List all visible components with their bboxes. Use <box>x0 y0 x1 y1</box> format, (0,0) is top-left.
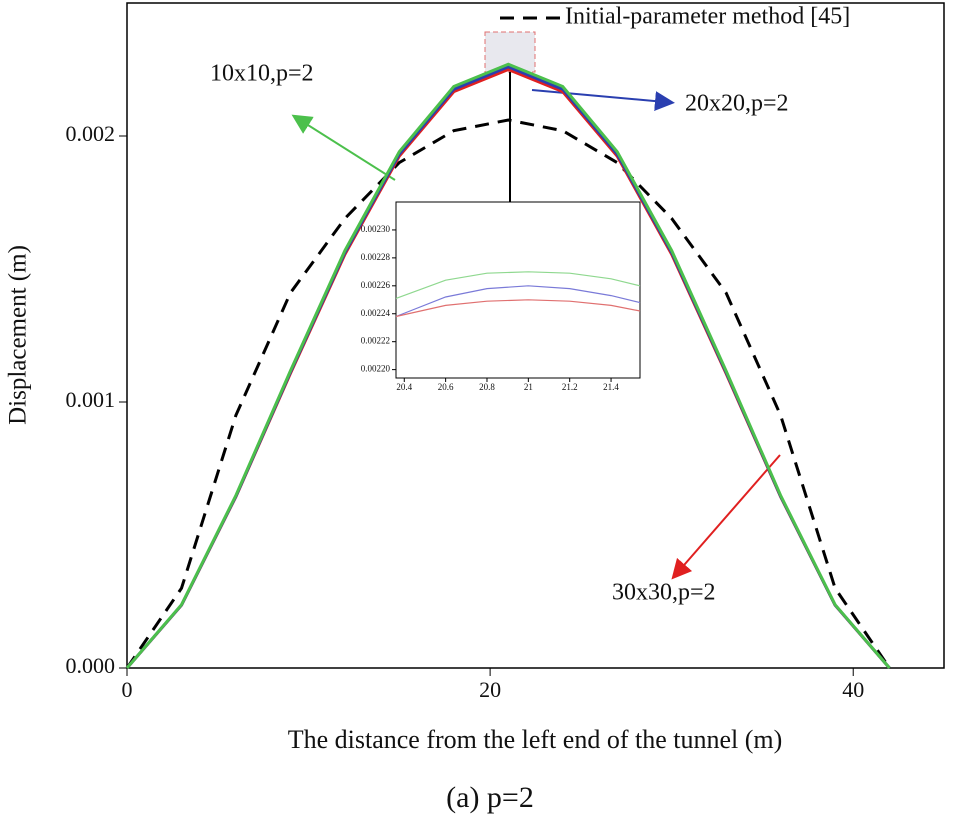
x-tick-label: 20.4 <box>396 382 412 392</box>
series-annotation: 30x30,p=2 <box>612 580 716 606</box>
y-tick-label: 0.00224 <box>361 308 391 318</box>
series-line <box>395 299 641 318</box>
x-tick-label: 40 <box>842 677 864 702</box>
x-axis-title: The distance from the left end of the tu… <box>288 725 783 754</box>
inset-frame <box>395 201 641 379</box>
x-tick-label: 21 <box>524 382 533 392</box>
y-tick-label: 0.00228 <box>361 252 391 262</box>
y-tick-label: 0.002 <box>66 121 116 146</box>
series-line <box>395 271 641 299</box>
x-tick-label: 20.6 <box>438 382 454 392</box>
x-tick-label: 21.4 <box>603 382 619 392</box>
y-tick-label: 0.00220 <box>361 364 391 374</box>
series-line <box>125 118 891 669</box>
y-tick-label: 0.000 <box>66 653 116 678</box>
legend-label: Initial-parameter method [45] <box>565 4 850 30</box>
x-tick-label: 20 <box>479 677 501 702</box>
caption: (a) p=2 <box>446 781 534 814</box>
annotation-arrow <box>671 454 781 580</box>
x-tick-label: 0 <box>122 677 133 702</box>
x-tick-label: 21.2 <box>562 382 578 392</box>
annotation-arrow <box>531 89 675 112</box>
annotation-arrow <box>291 114 396 181</box>
plot-frame <box>126 2 945 669</box>
y-tick-label: 0.00222 <box>361 336 390 346</box>
y-tick-label: 0.00226 <box>361 280 391 290</box>
series-annotation: 20x20,p=2 <box>685 91 789 117</box>
y-axis-title: Displacement (m) <box>5 245 32 425</box>
series-line <box>395 285 641 318</box>
y-tick-label: 0.00230 <box>361 224 391 234</box>
x-tick-label: 20.8 <box>479 382 495 392</box>
y-tick-label: 0.001 <box>66 387 116 412</box>
series-line <box>125 62 891 669</box>
series-annotation: 10x10,p=2 <box>210 61 314 87</box>
